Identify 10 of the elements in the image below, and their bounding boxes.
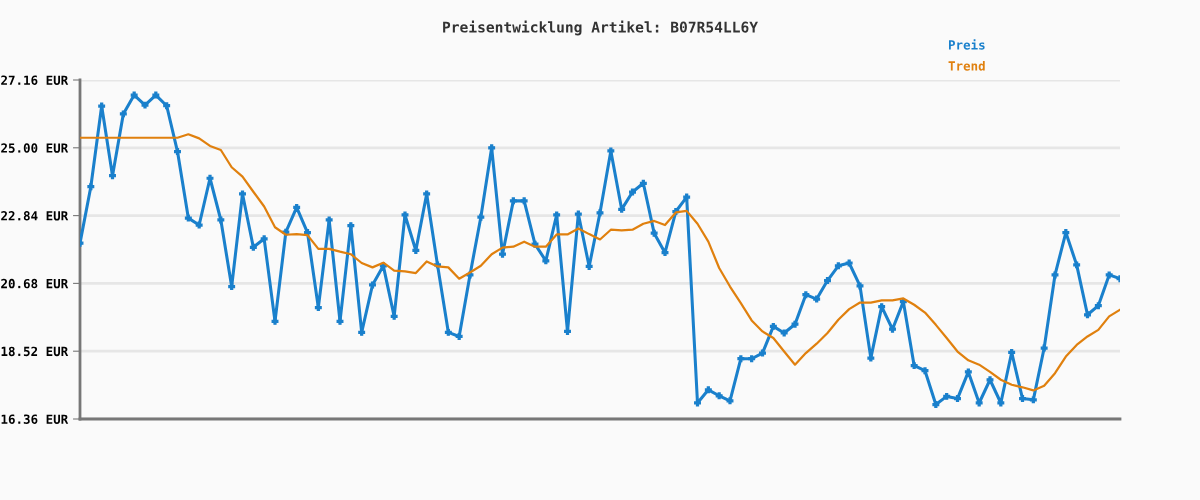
y-tick-label: 27.16 EUR [1, 75, 69, 85]
y-tick-label: 18.52 EUR [1, 346, 69, 357]
line-series [80, 133, 1120, 392]
text: Trend [948, 60, 985, 71]
y-tick-label: 16.36 EUR [1, 414, 69, 424]
y-tick-label: 20.68 EUR [1, 278, 69, 289]
text: Preis [948, 39, 985, 50]
y-tick-label: 22.84 EUR [1, 211, 69, 221]
y-tick-label: 25.00 EUR [1, 143, 69, 153]
chart-title: Preisentwicklung Artikel: B07R54LL6Y [443, 20, 758, 36]
